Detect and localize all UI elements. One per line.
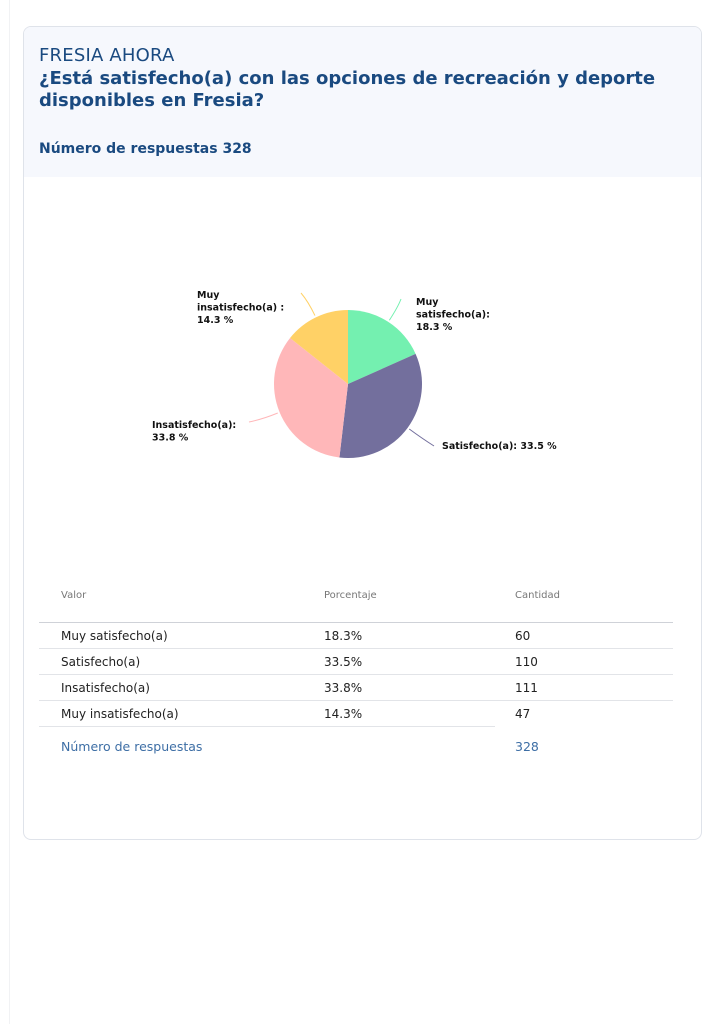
question-title: ¿Está satisfecho(a) con las opciones de … (39, 68, 656, 111)
pie-slice (348, 310, 416, 384)
slice-label: Muy insatisfecho(a) :14.3 % (197, 290, 284, 326)
cell-valor: Muy insatisfecho(a) (61, 707, 179, 721)
footer-responses-value: 328 (515, 739, 539, 754)
survey-card: FRESIA AHORA ¿Está satisfecho(a) con las… (23, 26, 702, 840)
header-cantidad: Cantidad (515, 590, 560, 601)
pie-slice (290, 310, 348, 384)
row-divider (39, 648, 673, 649)
footer-responses-label: Número de respuestas (61, 739, 203, 754)
row-divider (39, 726, 495, 727)
cell-cantidad: 47 (515, 707, 531, 721)
pie-chart: Muy satisfecho(a): 18.3 % Satisfecho(a): 33… (152, 290, 557, 458)
brand-title: FRESIA AHORA (39, 45, 175, 66)
pie-slice (339, 353, 422, 458)
cell-valor: Satisfecho(a) (61, 655, 141, 669)
header-divider (39, 622, 673, 623)
table-row: Muy insatisfecho(a) 14.3% 47 (39, 701, 673, 726)
pie-slice (274, 337, 348, 458)
row-divider (39, 700, 673, 701)
cell-porcentaje: 33.8% (324, 681, 363, 695)
table-row: Insatisfecho(a) 33.8% 111 (39, 675, 673, 700)
page-edge (9, 0, 10, 1024)
table-row: Muy satisfecho(a) 18.3% 60 (39, 623, 673, 648)
row-divider (39, 674, 673, 675)
cell-valor: Muy satisfecho(a) (61, 629, 168, 643)
slice-label: Muy satisfecho(a): 18.3 % (416, 297, 490, 333)
cell-cantidad: 110 (515, 655, 538, 669)
slice-leader-line (388, 298, 402, 321)
table-row: Satisfecho(a) 33.5% 110 (39, 649, 673, 674)
cell-porcentaje: 14.3% (324, 707, 363, 721)
slice-leader-line (300, 292, 316, 316)
cell-porcentaje: 18.3% (324, 629, 363, 643)
cell-cantidad: 60 (515, 629, 531, 643)
cell-valor: Insatisfecho(a) (61, 681, 150, 695)
slice-label: Satisfecho(a): 33.5 % (442, 441, 557, 452)
slice-label: Insatisfecho(a): 33.8 % (152, 420, 236, 444)
slice-leader-line (408, 428, 435, 447)
card-header: FRESIA AHORA ¿Está satisfecho(a) con las… (24, 27, 701, 177)
cell-porcentaje: 33.5% (324, 655, 363, 669)
responses-count: Número de respuestas 328 (39, 141, 252, 157)
cell-cantidad: 111 (515, 681, 538, 695)
header-porcentaje: Porcentaje (324, 590, 377, 601)
header-valor: Valor (61, 590, 87, 601)
slice-leader-line (248, 412, 278, 423)
